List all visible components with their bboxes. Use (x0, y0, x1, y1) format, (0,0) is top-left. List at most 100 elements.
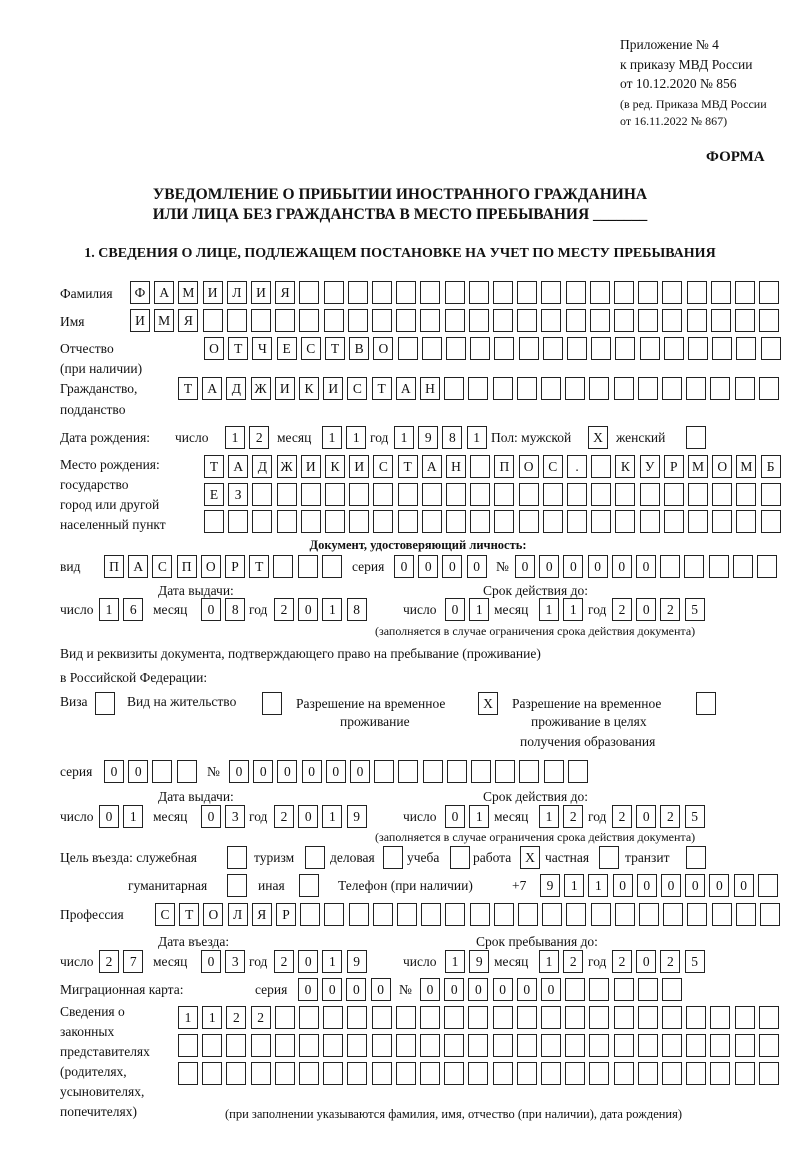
legal-reps-1-cell[interactable] (420, 1006, 440, 1029)
mig-number-cell[interactable] (589, 978, 610, 1001)
stay-series-cell[interactable]: 0 (104, 760, 124, 783)
temp-residence-cell[interactable]: X (478, 692, 498, 715)
name-cell[interactable] (735, 309, 755, 332)
birthplace-2-cell[interactable] (712, 483, 733, 506)
stay-number-cell[interactable] (543, 760, 564, 783)
citizenship-cell[interactable] (613, 377, 634, 400)
birthplace-3-cell[interactable] (542, 510, 563, 533)
legal-reps-2-cell[interactable] (420, 1034, 440, 1057)
birthplace-1-cell[interactable]: К (615, 455, 636, 478)
name-cell[interactable] (541, 309, 562, 332)
profession-cell[interactable]: Р (276, 903, 296, 926)
legal-reps-2-cell[interactable] (516, 1034, 537, 1057)
legal-reps-3-cell[interactable] (420, 1062, 440, 1085)
patronymic-cell[interactable] (639, 337, 660, 360)
birthplace-2-cell[interactable] (397, 483, 418, 506)
patronymic-cell[interactable] (470, 337, 491, 360)
doc-kind-cell[interactable] (273, 555, 294, 578)
mig-number-cell[interactable] (565, 978, 586, 1001)
doc-valid-day-cell[interactable]: 1 (469, 598, 490, 621)
citizenship-cell[interactable] (758, 377, 779, 400)
surname-cell[interactable] (541, 281, 562, 304)
stay-number-cell[interactable] (519, 760, 540, 783)
surname-cell[interactable] (517, 281, 538, 304)
name-cell[interactable] (493, 309, 513, 332)
profession-cell[interactable] (711, 903, 732, 926)
legal-reps-2-cell[interactable] (444, 1034, 465, 1057)
birthplace-2-cell[interactable] (421, 483, 442, 506)
doc-kind-cell[interactable]: О (200, 555, 221, 578)
profession-cell[interactable]: С (155, 903, 175, 926)
surname-cell[interactable] (444, 281, 465, 304)
birthplace-3-cell[interactable] (228, 510, 249, 533)
legal-reps-1-cell[interactable] (444, 1006, 465, 1029)
stay-number-cell[interactable]: 0 (301, 760, 322, 783)
patronymic-cell[interactable]: С (300, 337, 321, 360)
residence-permit-cell[interactable] (262, 692, 282, 715)
name-cell[interactable] (710, 309, 731, 332)
profession-cell[interactable] (590, 903, 611, 926)
patronymic-cell[interactable] (421, 337, 442, 360)
stay-number-cell[interactable] (374, 760, 395, 783)
visa-cell[interactable] (95, 692, 115, 715)
legal-reps-3-cell[interactable] (613, 1062, 634, 1085)
stay-issue-year-cell[interactable]: 1 (322, 805, 343, 828)
phone-cell[interactable]: 0 (612, 874, 633, 897)
doc-kind-cell[interactable]: Т (249, 555, 270, 578)
legal-reps-3-cell[interactable] (299, 1062, 319, 1085)
birthplace-2-cell[interactable] (615, 483, 636, 506)
purpose-work-cell[interactable]: X (520, 846, 540, 869)
stay-number-cell[interactable]: 0 (229, 760, 249, 783)
dob-year-cell[interactable]: 8 (442, 426, 463, 449)
sex-male-cell[interactable]: X (588, 426, 608, 449)
birthplace-3-cell[interactable] (591, 510, 612, 533)
name-cell[interactable]: М (154, 309, 175, 332)
stay-until-month-cell[interactable]: 2 (563, 950, 584, 973)
birthplace-3-cell[interactable] (712, 510, 733, 533)
phone-cell[interactable] (757, 874, 778, 897)
surname-cell[interactable] (589, 281, 610, 304)
patronymic-cell[interactable]: О (373, 337, 394, 360)
birthplace-2-cell[interactable] (639, 483, 660, 506)
name-cell[interactable] (444, 309, 465, 332)
legal-reps-3-cell[interactable] (226, 1062, 247, 1085)
legal-reps-2-cell[interactable] (686, 1034, 707, 1057)
legal-reps-2-cell[interactable] (323, 1034, 344, 1057)
citizenship-cell[interactable]: И (323, 377, 344, 400)
purpose-business-cell[interactable] (383, 846, 403, 869)
birthplace-3-cell[interactable] (397, 510, 418, 533)
doc-valid-month-cell[interactable]: 1 (563, 598, 584, 621)
legal-reps-2-cell[interactable] (468, 1034, 489, 1057)
legal-reps-2-cell[interactable] (395, 1034, 416, 1057)
surname-cell[interactable]: Ф (130, 281, 150, 304)
surname-cell[interactable] (638, 281, 659, 304)
legal-reps-3-cell[interactable] (565, 1062, 586, 1085)
legal-reps-2-cell[interactable] (758, 1034, 779, 1057)
doc-series-cell[interactable]: 0 (394, 555, 414, 578)
citizenship-cell[interactable]: К (299, 377, 319, 400)
legal-reps-1-cell[interactable] (710, 1006, 731, 1029)
surname-cell[interactable] (299, 281, 320, 304)
legal-reps-2-cell[interactable] (710, 1034, 731, 1057)
doc-number-cell[interactable] (684, 555, 705, 578)
legal-reps-3-cell[interactable] (637, 1062, 658, 1085)
birthplace-2-cell[interactable] (300, 483, 321, 506)
legal-reps-1-cell[interactable] (662, 1006, 682, 1029)
birthplace-3-cell[interactable] (446, 510, 466, 533)
mig-series-cell[interactable]: 0 (322, 978, 343, 1001)
legal-reps-2-cell[interactable] (734, 1034, 755, 1057)
doc-kind-cell[interactable]: А (128, 555, 149, 578)
surname-cell[interactable] (662, 281, 683, 304)
stay-issue-day-cell[interactable]: 0 (99, 805, 119, 828)
birthplace-1-cell[interactable]: Р (663, 455, 684, 478)
patronymic-cell[interactable] (494, 337, 515, 360)
stay-number-cell[interactable]: 0 (253, 760, 274, 783)
birthplace-1-cell[interactable]: Т (204, 455, 224, 478)
birthplace-2-cell[interactable] (373, 483, 394, 506)
phone-cell[interactable]: 0 (685, 874, 706, 897)
legal-reps-1-cell[interactable] (565, 1006, 586, 1029)
stay-number-cell[interactable] (446, 760, 467, 783)
birthplace-1-cell[interactable]: С (542, 455, 563, 478)
birthplace-1-cell[interactable] (591, 455, 612, 478)
birthplace-1-cell[interactable]: О (518, 455, 539, 478)
